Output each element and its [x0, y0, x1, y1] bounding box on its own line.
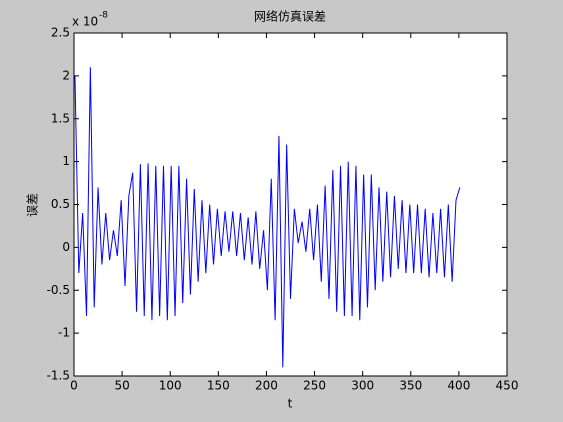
y-exponent: -8 — [99, 11, 108, 21]
x-tick-label: 150 — [207, 379, 230, 393]
y-multiplier: x 10 — [72, 15, 98, 29]
x-tick-label: 0 — [70, 379, 78, 393]
y-tick-label: -1 — [58, 326, 70, 340]
y-tick-label: 2.5 — [51, 26, 70, 40]
x-tick-label: 300 — [351, 379, 374, 393]
y-tick-label: 2 — [62, 68, 70, 82]
y-tick-label: -0.5 — [47, 283, 70, 297]
y-tick-label: 1.5 — [51, 111, 70, 125]
plot-area — [73, 32, 508, 377]
x-tick-label: 50 — [114, 379, 129, 393]
x-tick-label: 450 — [496, 379, 519, 393]
x-axis-label: t — [288, 397, 293, 411]
y-tick-label: 1 — [62, 154, 70, 168]
data-line — [74, 67, 461, 368]
chart-title: 网络仿真误差 — [254, 9, 326, 24]
x-tick-label: 200 — [255, 379, 278, 393]
x-tick-label: 250 — [303, 379, 326, 393]
y-tick-label: -1.5 — [47, 369, 70, 383]
y-tick-label: 0 — [62, 240, 70, 254]
y-tick-label: 0.5 — [51, 197, 70, 211]
x-tick-label: 350 — [399, 379, 422, 393]
x-tick-label: 100 — [159, 379, 182, 393]
y-axis-label: 误差 — [26, 193, 40, 217]
x-tick-label: 400 — [447, 379, 470, 393]
